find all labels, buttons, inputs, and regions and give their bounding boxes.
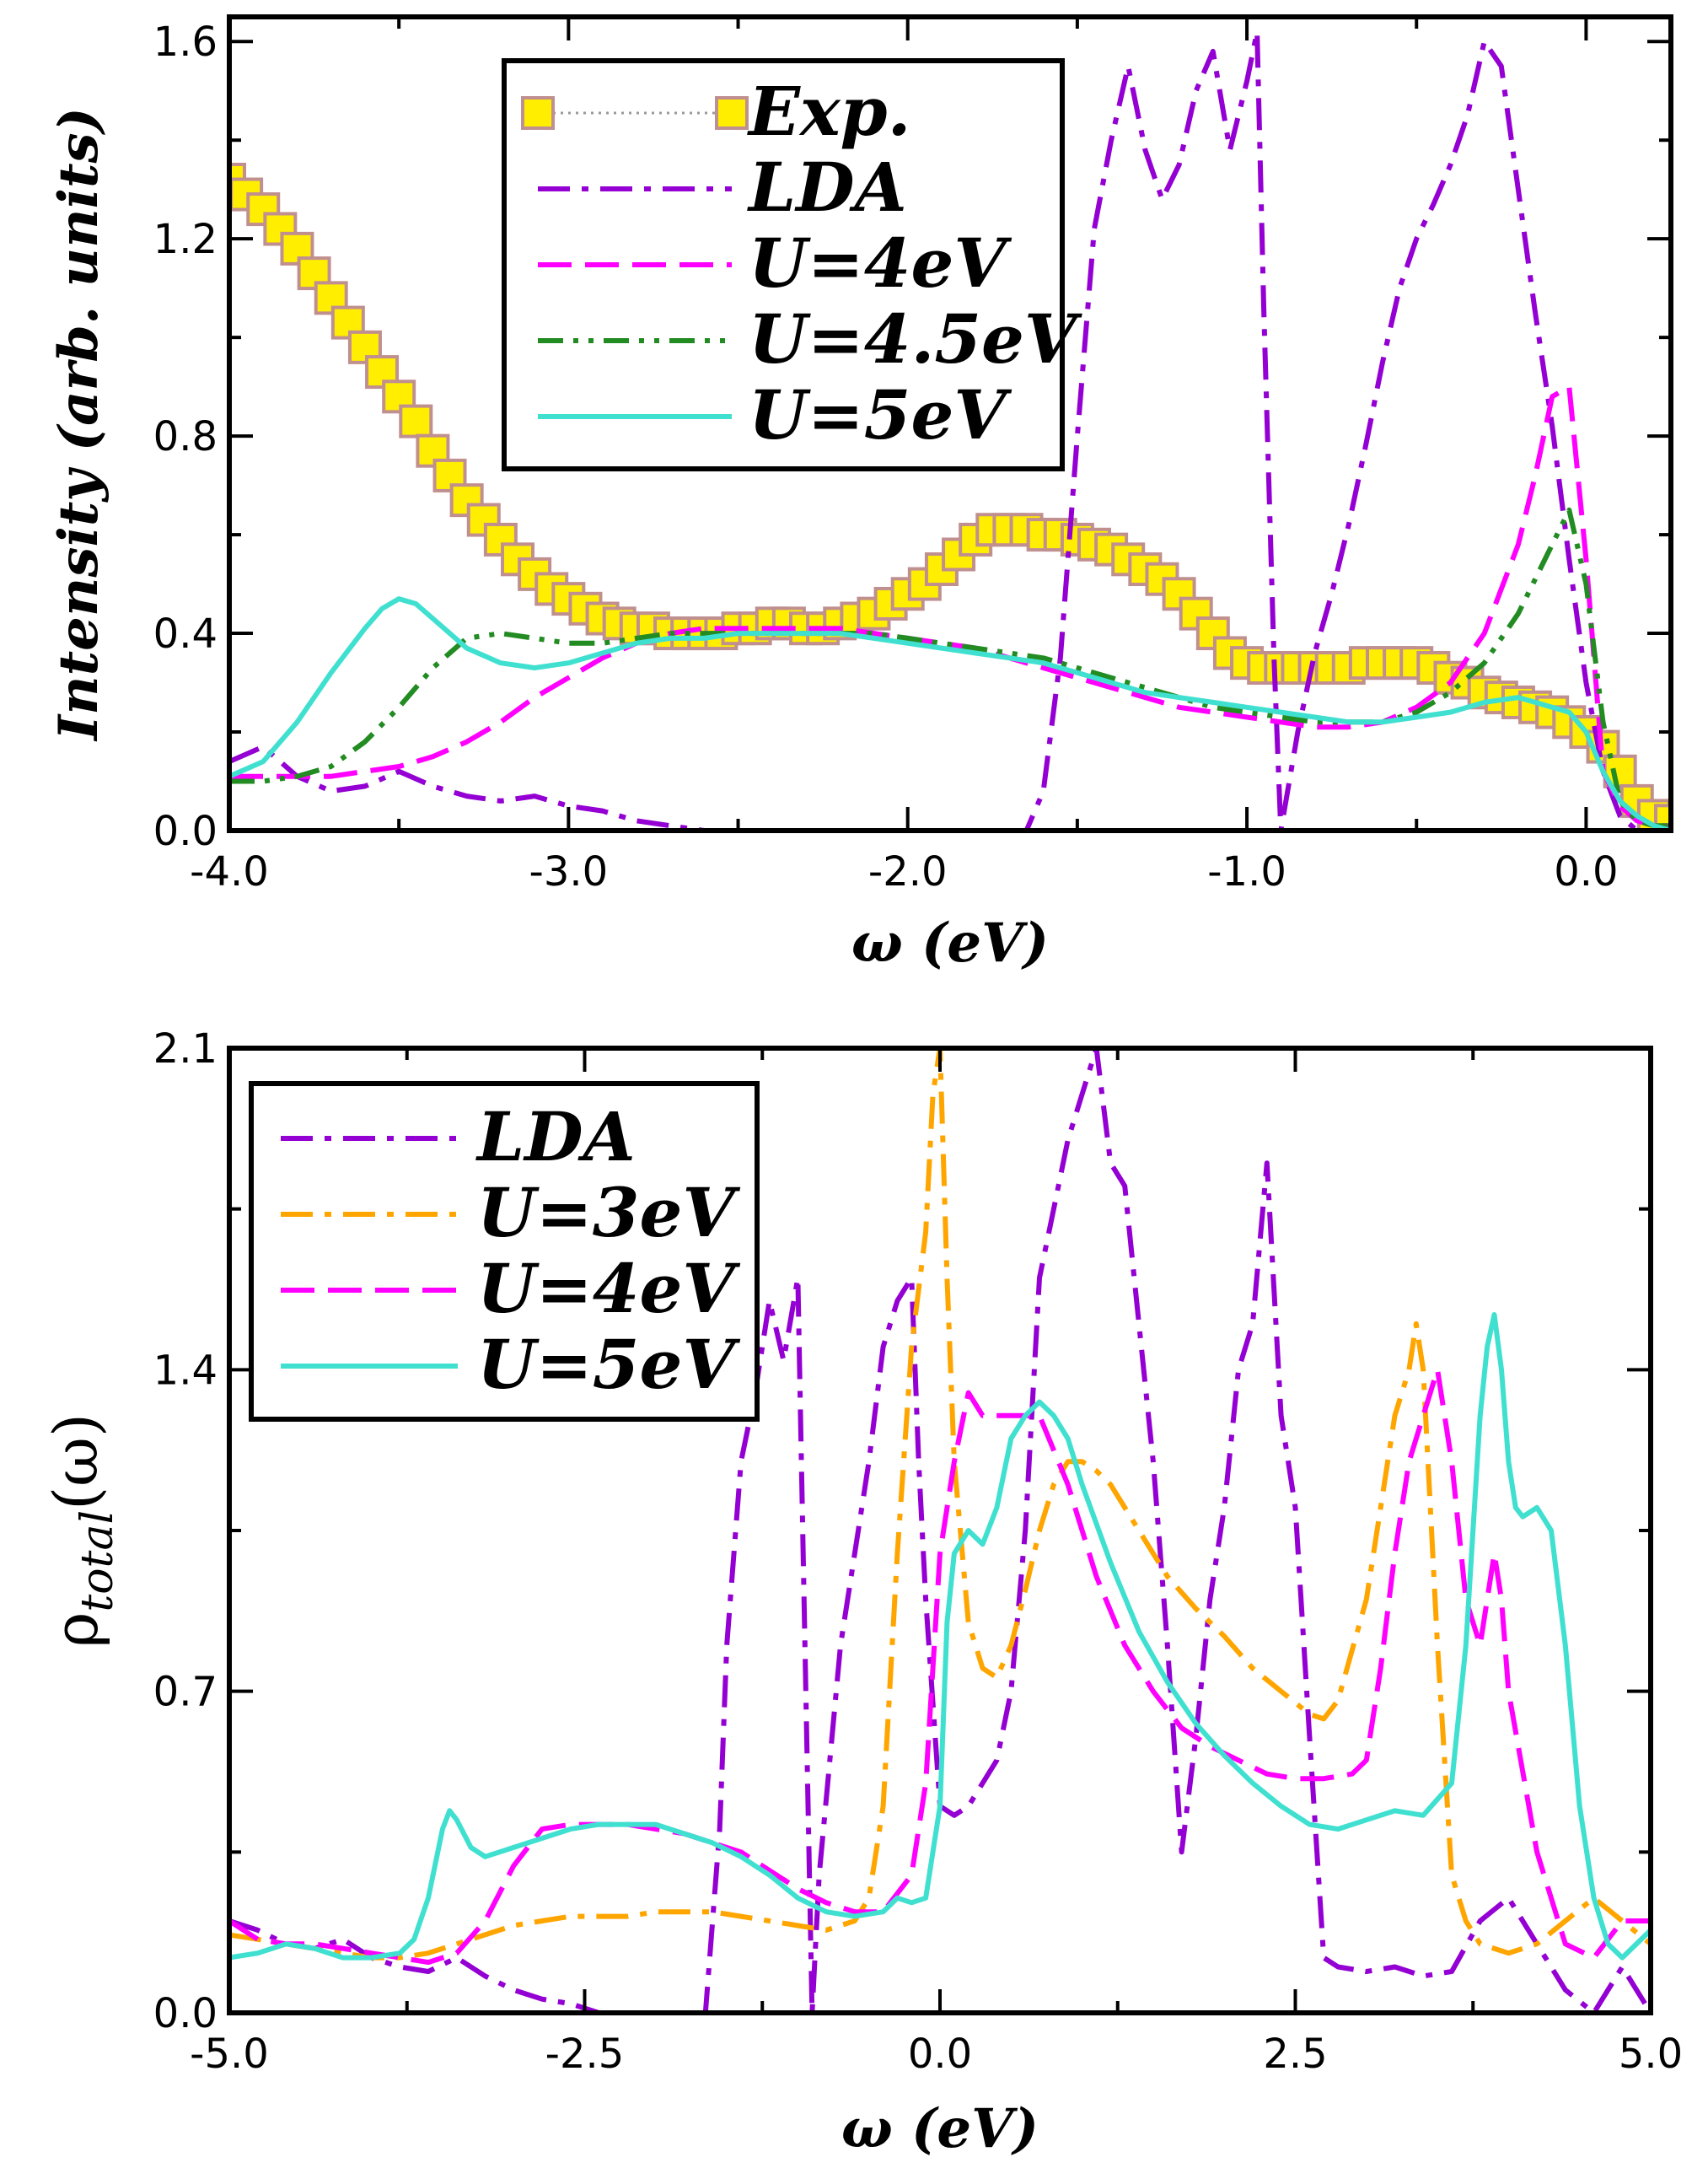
legend-label-Exp.: Exp. <box>747 72 910 151</box>
x-axis-title: ω (eV) <box>851 912 1049 975</box>
top-chart: -4.0 -3.0 -2.0 -1.0 0.0 0.0 0.4 0.8 1.2 1.6 ω (eV)… <box>47 14 1673 975</box>
y-tick-label: 0.8 <box>153 413 218 460</box>
legend-label-U=4.5eV: U=4.5eV <box>749 299 1082 379</box>
y-tick-label: 1.6 <box>153 19 218 66</box>
data-point-Exp. <box>1179 596 1213 631</box>
legend-label-LDA: LDA <box>475 1097 636 1176</box>
x-tick-label: 0.0 <box>908 2031 972 2078</box>
y-axis-title: ρtotal(ω) <box>40 1413 123 1648</box>
plot-area <box>229 1048 1651 2013</box>
y-tick-label: 2.1 <box>153 1025 218 1073</box>
data-point-Exp. <box>399 404 433 438</box>
x-tick-label: -3.0 <box>529 848 609 896</box>
legend-label-LDA: LDA <box>747 148 907 227</box>
data-point-Exp. <box>297 256 331 291</box>
y-tick-label: 0.4 <box>153 611 218 658</box>
legend-marker-Exp. <box>715 96 749 130</box>
y-axis-title-paren: (ω) <box>40 1413 111 1510</box>
x-tick-label: 2.5 <box>1263 2031 1327 2078</box>
plot-frame <box>227 14 1673 833</box>
legend-label-U=5eV: U=5eV <box>477 1325 740 1404</box>
y-tick-label: 0.0 <box>153 1990 218 2037</box>
legend-label-U=4eV: U=4eV <box>749 223 1012 303</box>
series-line-U=4.5eV <box>229 507 1671 829</box>
x-tick-label: 5.0 <box>1619 2031 1683 2078</box>
plot-area <box>229 29 1671 831</box>
x-tick-label: -4.0 <box>190 848 269 896</box>
y-tick-label: 0.0 <box>153 808 218 855</box>
series-line-U=5eV <box>229 596 1671 831</box>
y-tick-label: 1.4 <box>153 1347 218 1394</box>
x-tick-label: -5.0 <box>190 2031 269 2078</box>
y-axis-title-main: ρ <box>40 1612 111 1648</box>
y-tick-label: 1.2 <box>153 216 218 263</box>
series-line-U=5eV <box>229 1312 1651 1961</box>
series-line-LDA <box>229 1048 1651 2013</box>
y-axis-title-sub: total <box>73 1510 123 1612</box>
x-tick-label: 0.0 <box>1554 848 1618 896</box>
series-line-U=4eV <box>229 1367 1651 1966</box>
legend-box <box>249 1081 760 1422</box>
data-point-Exp. <box>347 330 382 364</box>
x-tick-label: -1.0 <box>1207 848 1286 896</box>
legend-marker-Exp. <box>521 96 555 130</box>
legend-label-U=4eV: U=4eV <box>477 1249 740 1328</box>
series-line-LDA <box>229 29 1671 831</box>
legend-label-U=5eV: U=5eV <box>749 375 1012 455</box>
bottom-chart: -5.0 -2.5 0.0 2.5 5.0 0.0 0.7 1.4 2.1 ω (eV) ρtota… <box>40 1025 1683 2160</box>
y-tick-label: 0.7 <box>153 1669 218 1716</box>
legend-label-U=3eV: U=3eV <box>477 1173 740 1252</box>
x-axis-title: ω (eV) <box>841 2097 1039 2160</box>
x-tick-label: -2.5 <box>545 2031 625 2078</box>
y-axis-title: Intensity (arb. units) <box>47 107 110 742</box>
series-line-U=3eV <box>229 1048 1651 1961</box>
x-tick-label: -2.0 <box>868 848 948 896</box>
